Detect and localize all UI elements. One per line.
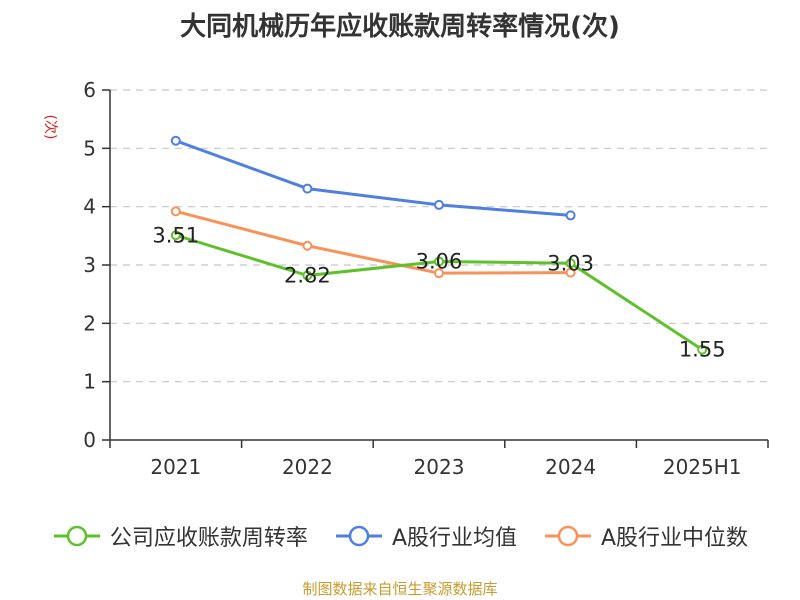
data-label: 2.82	[284, 264, 331, 288]
data-point	[302, 270, 313, 281]
legend: 公司应收账款周转率 A股行业均值 A股行业中位数	[0, 518, 800, 554]
data-label: 3.03	[547, 251, 594, 275]
data-point	[565, 258, 576, 269]
series-line	[174, 139, 573, 217]
data-label: 1.55	[679, 338, 726, 362]
data-point	[697, 344, 708, 355]
data-point	[170, 206, 181, 217]
data-point	[170, 135, 181, 146]
y-tick-label: 6	[83, 78, 96, 102]
y-tick-label: 0	[83, 428, 96, 452]
legend-marker-icon	[335, 525, 382, 547]
y-tick-label: 4	[83, 195, 96, 219]
legend-marker-icon	[545, 525, 591, 547]
data-point	[434, 256, 444, 267]
legend-item: A股行业中位数	[543, 520, 748, 552]
data-point	[302, 183, 313, 194]
y-tick-label: 1	[83, 370, 96, 394]
data-label: 3.06	[416, 250, 463, 274]
source-note: 制图数据来自恒生聚源数据库	[302, 580, 498, 598]
y-tick-label: 5	[83, 136, 96, 160]
legend-item: A股行业均值	[334, 520, 517, 552]
chart-title: 大同机械历年应收账款周转率情况(次)	[180, 12, 620, 42]
legend-label: A股行业均值	[391, 526, 517, 551]
data-point	[434, 268, 444, 279]
data-point	[302, 240, 313, 251]
legend-marker-icon	[53, 525, 100, 547]
data-point	[170, 230, 181, 241]
data-label: 3.51	[152, 223, 199, 247]
legend-label: A股行业中位数	[601, 526, 749, 551]
x-tick-label: 2023	[414, 455, 465, 479]
x-tick-label: 2024	[545, 455, 596, 479]
series-line	[174, 209, 573, 275]
y-axis-label: (次)	[42, 115, 58, 140]
data-point	[565, 267, 576, 278]
x-tick-label: 2021	[150, 455, 201, 479]
y-tick-label: 2	[83, 311, 96, 335]
data-point	[434, 199, 444, 210]
data-point	[565, 210, 576, 221]
legend-label: 公司应收账款周转率	[109, 526, 308, 551]
x-tick-label: 2022	[282, 455, 333, 479]
y-tick-label: 3	[83, 253, 96, 277]
legend-item: 公司应收账款周转率	[52, 520, 308, 552]
chart-plot: 0 1 2 3 4 5 6 2021 2022 2023 2024 2025H1 (次) 3.51 2.82…	[42, 78, 769, 479]
x-tick-label: 2025H1	[663, 455, 742, 479]
